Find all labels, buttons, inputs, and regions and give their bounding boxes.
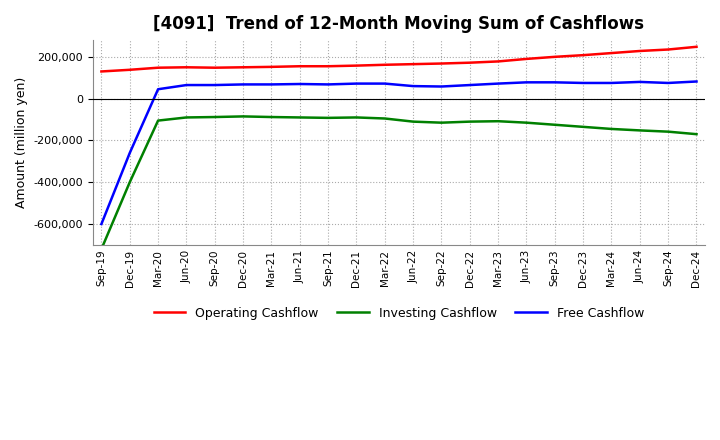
Line: Operating Cashflow: Operating Cashflow — [102, 47, 696, 71]
Investing Cashflow — [636, 128, 644, 133]
Free Cashflow — [579, 81, 588, 86]
Investing Cashflow — [125, 180, 134, 185]
Free Cashflow — [522, 80, 531, 85]
Free Cashflow — [125, 150, 134, 156]
Free Cashflow — [607, 81, 616, 86]
Operating Cashflow — [551, 54, 559, 59]
Free Cashflow — [295, 81, 304, 87]
Free Cashflow — [692, 79, 701, 84]
Investing Cashflow — [579, 124, 588, 129]
Free Cashflow — [324, 82, 333, 87]
Operating Cashflow — [295, 64, 304, 69]
Operating Cashflow — [607, 51, 616, 56]
Operating Cashflow — [636, 48, 644, 54]
Free Cashflow — [636, 79, 644, 84]
Operating Cashflow — [692, 44, 701, 49]
Investing Cashflow — [295, 115, 304, 120]
Operating Cashflow — [154, 65, 163, 70]
Free Cashflow — [182, 82, 191, 88]
Operating Cashflow — [125, 67, 134, 73]
Free Cashflow — [352, 81, 361, 86]
Investing Cashflow — [465, 119, 474, 124]
Operating Cashflow — [352, 63, 361, 68]
Operating Cashflow — [182, 65, 191, 70]
Operating Cashflow — [97, 69, 106, 74]
Investing Cashflow — [267, 114, 276, 120]
Investing Cashflow — [210, 114, 219, 120]
Line: Free Cashflow: Free Cashflow — [102, 81, 696, 224]
Investing Cashflow — [97, 246, 106, 252]
Legend: Operating Cashflow, Investing Cashflow, Free Cashflow: Operating Cashflow, Investing Cashflow, … — [149, 302, 649, 325]
Investing Cashflow — [551, 122, 559, 128]
Free Cashflow — [210, 82, 219, 88]
Free Cashflow — [267, 82, 276, 87]
Operating Cashflow — [239, 65, 248, 70]
Investing Cashflow — [522, 120, 531, 125]
Free Cashflow — [465, 82, 474, 88]
Investing Cashflow — [409, 119, 418, 124]
Investing Cashflow — [380, 116, 389, 121]
Free Cashflow — [154, 87, 163, 92]
Investing Cashflow — [239, 114, 248, 119]
Free Cashflow — [97, 221, 106, 227]
Investing Cashflow — [352, 115, 361, 120]
Free Cashflow — [664, 81, 672, 86]
Line: Investing Cashflow: Investing Cashflow — [102, 117, 696, 249]
Operating Cashflow — [522, 56, 531, 62]
Free Cashflow — [551, 80, 559, 85]
Y-axis label: Amount (million yen): Amount (million yen) — [15, 77, 28, 208]
Operating Cashflow — [324, 64, 333, 69]
Free Cashflow — [437, 84, 446, 89]
Title: [4091]  Trend of 12-Month Moving Sum of Cashflows: [4091] Trend of 12-Month Moving Sum of C… — [153, 15, 644, 33]
Operating Cashflow — [579, 52, 588, 58]
Operating Cashflow — [210, 65, 219, 70]
Free Cashflow — [239, 82, 248, 87]
Free Cashflow — [409, 84, 418, 89]
Investing Cashflow — [664, 129, 672, 134]
Operating Cashflow — [664, 47, 672, 52]
Operating Cashflow — [437, 61, 446, 66]
Free Cashflow — [380, 81, 389, 86]
Operating Cashflow — [494, 59, 503, 64]
Operating Cashflow — [380, 62, 389, 67]
Investing Cashflow — [607, 126, 616, 132]
Operating Cashflow — [465, 60, 474, 65]
Investing Cashflow — [692, 132, 701, 137]
Investing Cashflow — [494, 118, 503, 124]
Investing Cashflow — [437, 120, 446, 125]
Free Cashflow — [494, 81, 503, 86]
Investing Cashflow — [182, 115, 191, 120]
Operating Cashflow — [267, 64, 276, 70]
Investing Cashflow — [324, 115, 333, 121]
Operating Cashflow — [409, 62, 418, 67]
Investing Cashflow — [154, 118, 163, 123]
